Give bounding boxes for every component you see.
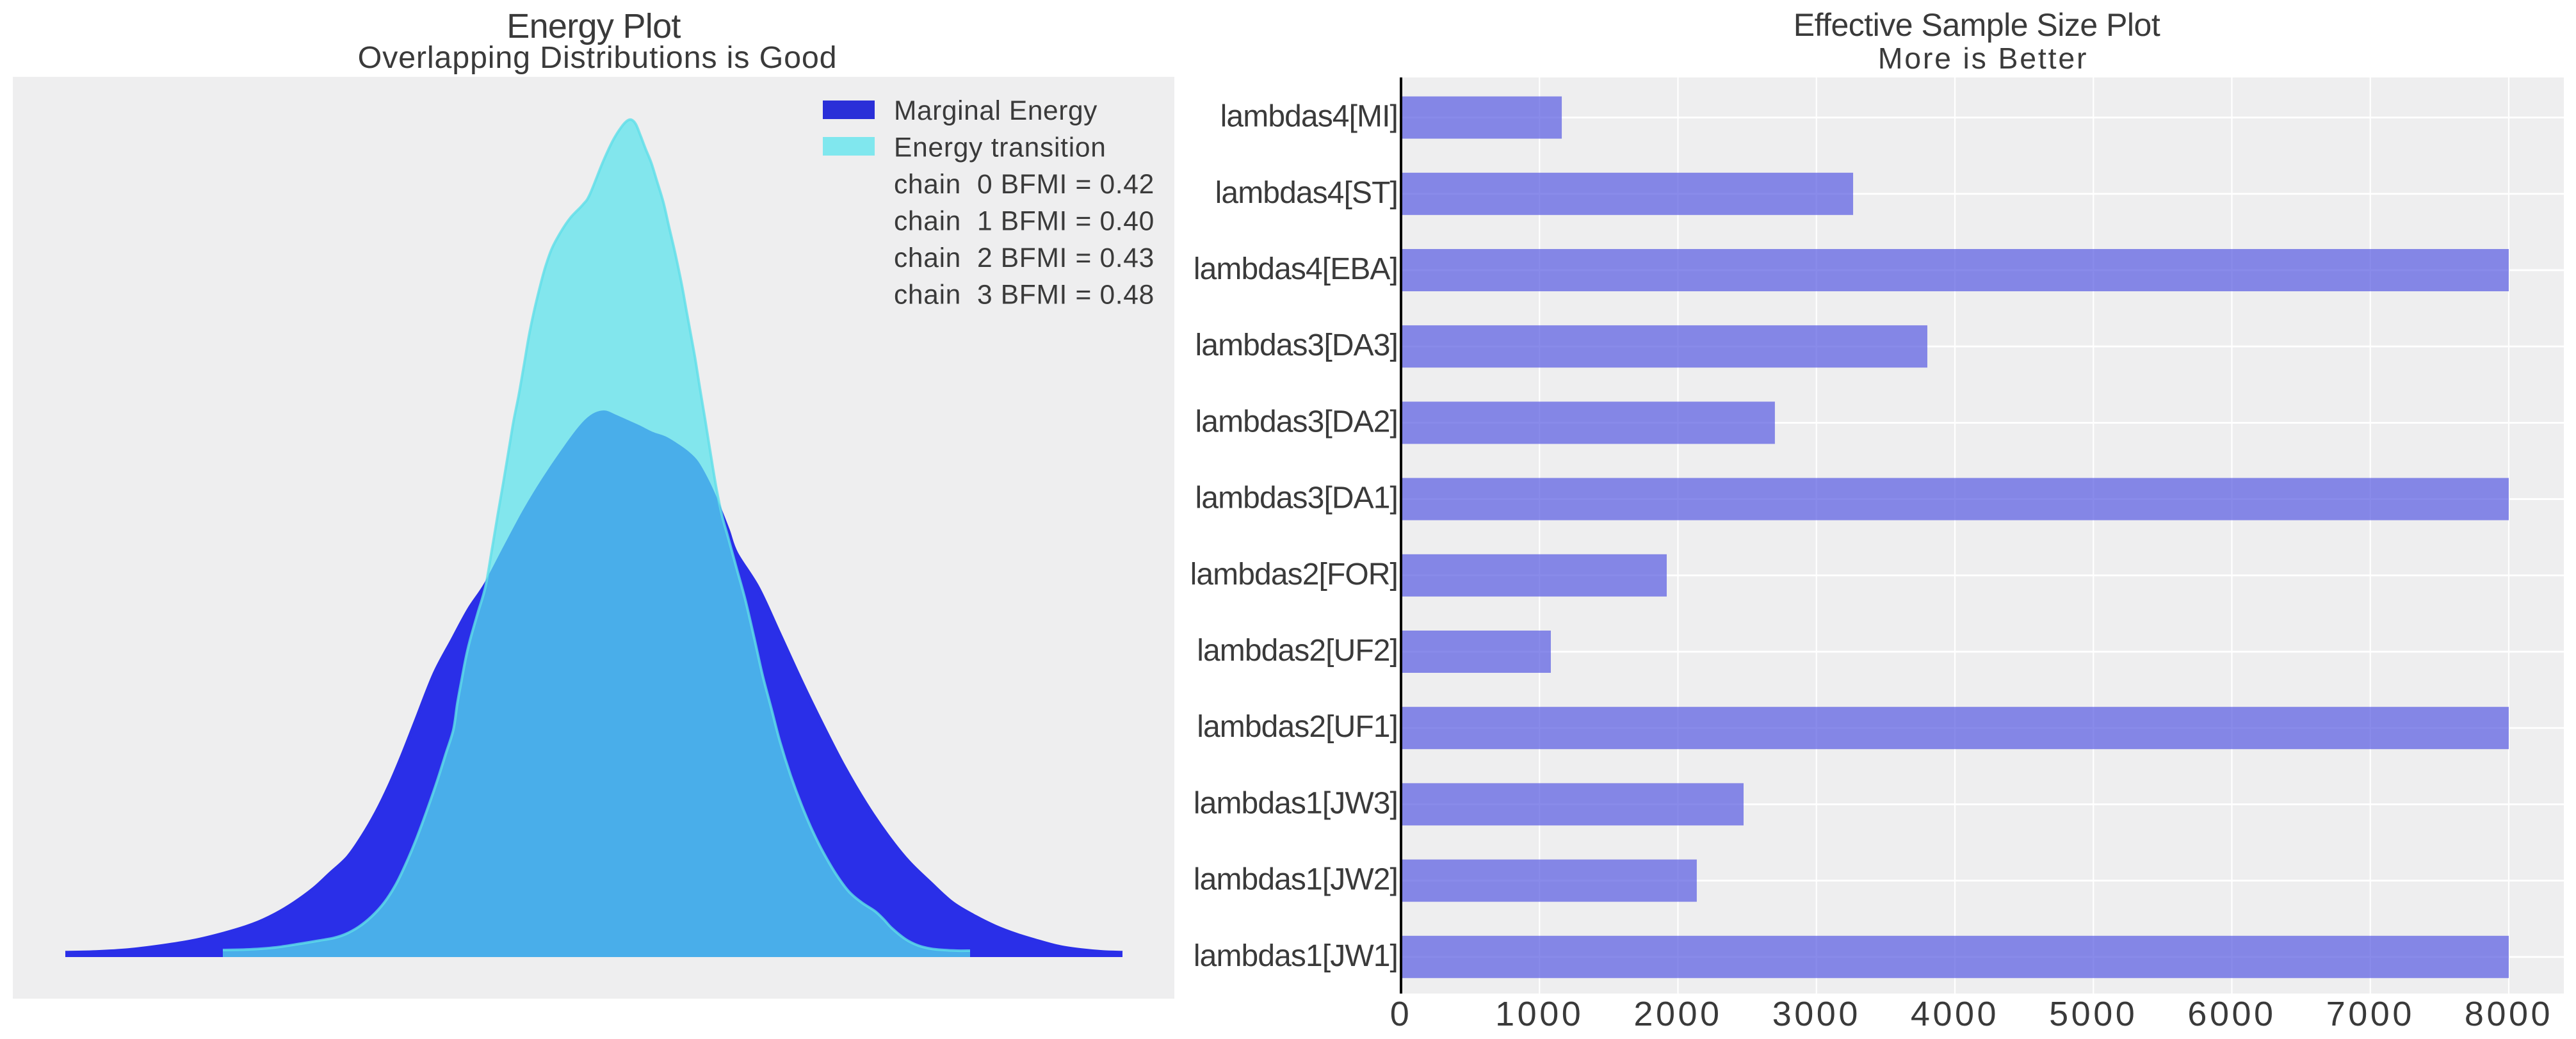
svg-text:lambdas2[FOR]: lambdas2[FOR]: [1190, 558, 1398, 592]
svg-text:lambdas3[DA2]: lambdas3[DA2]: [1195, 405, 1398, 439]
svg-text:Effective Sample Size Plot: Effective Sample Size Plot: [1794, 7, 2160, 43]
svg-text:lambdas4[ST]: lambdas4[ST]: [1215, 176, 1398, 210]
svg-text:lambdas3[DA1]: lambdas3[DA1]: [1195, 481, 1398, 515]
svg-text:lambdas3[DA3]: lambdas3[DA3]: [1195, 328, 1398, 362]
svg-text:chain 1 BFMI = 0.40: chain 1 BFMI = 0.40: [894, 207, 1154, 237]
svg-text:6000: 6000: [2187, 995, 2276, 1033]
svg-text:3000: 3000: [1772, 995, 1861, 1033]
svg-text:chain 2 BFMI = 0.43: chain 2 BFMI = 0.43: [894, 243, 1154, 273]
svg-text:Overlapping Distributions is G: Overlapping Distributions is Good: [358, 40, 838, 75]
svg-text:lambdas2[UF1]: lambdas2[UF1]: [1197, 710, 1398, 744]
svg-text:chain 0 BFMI = 0.42: chain 0 BFMI = 0.42: [894, 170, 1154, 200]
svg-text:lambdas1[JW2]: lambdas1[JW2]: [1194, 863, 1398, 897]
svg-text:1000: 1000: [1495, 995, 1584, 1033]
svg-text:lambdas4[EBA]: lambdas4[EBA]: [1194, 252, 1398, 286]
svg-text:8000: 8000: [2465, 995, 2553, 1033]
svg-text:2000: 2000: [1633, 995, 1722, 1033]
svg-text:Energy transition: Energy transition: [894, 133, 1106, 163]
svg-text:5000: 5000: [2049, 995, 2137, 1033]
svg-text:lambdas4[MI]: lambdas4[MI]: [1220, 100, 1398, 134]
svg-text:lambdas2[UF2]: lambdas2[UF2]: [1197, 634, 1398, 668]
svg-text:Marginal Energy: Marginal Energy: [894, 96, 1098, 126]
svg-text:chain 3 BFMI = 0.48: chain 3 BFMI = 0.48: [894, 280, 1154, 310]
svg-text:lambdas1[JW3]: lambdas1[JW3]: [1194, 786, 1398, 820]
svg-text:Energy Plot: Energy Plot: [506, 7, 681, 45]
svg-text:7000: 7000: [2326, 995, 2415, 1033]
svg-text:4000: 4000: [1911, 995, 1999, 1033]
svg-text:0: 0: [1390, 995, 1413, 1033]
svg-text:More is Better: More is Better: [1878, 42, 2089, 75]
svg-text:lambdas1[JW1]: lambdas1[JW1]: [1194, 939, 1398, 973]
